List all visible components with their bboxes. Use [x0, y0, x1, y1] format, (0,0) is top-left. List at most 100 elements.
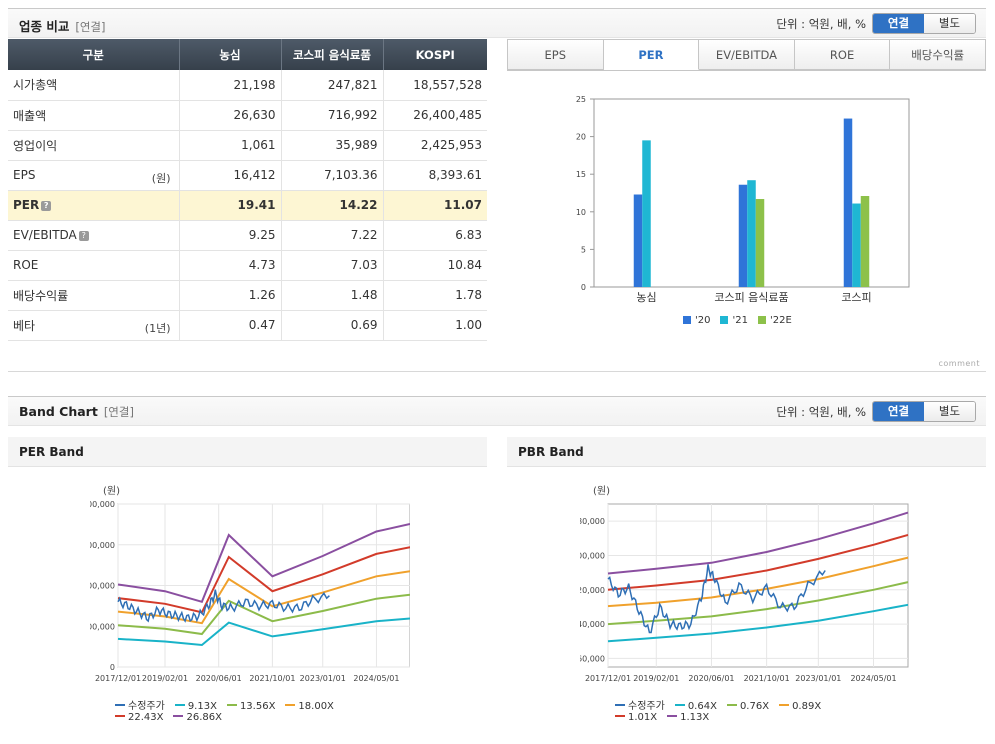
- separate-button[interactable]: 별도: [924, 14, 975, 33]
- row-label: EV/EBITDA?: [8, 220, 180, 251]
- legend-item[interactable]: 수정주가: [115, 697, 165, 712]
- x-tick-label: 2023/01/01: [795, 674, 841, 683]
- per-bar-chart: 0 5 10 15 20 25 농심 코스피 음식료품 코스피: [576, 95, 910, 304]
- legend-item[interactable]: 1.13X: [667, 712, 709, 723]
- cell-value: 35,989: [281, 130, 384, 161]
- y-tick-label: 200,000: [90, 622, 115, 631]
- per-band-title: PER Band: [8, 437, 487, 467]
- row-label: 영업이익: [8, 130, 180, 161]
- legend-line: [115, 715, 125, 717]
- row-eps: EPS (원) 16,412 7,103.36 8,393.61: [8, 160, 487, 191]
- x-tick-label: 2019/02/01: [142, 674, 188, 683]
- legend-item[interactable]: 1.01X: [615, 712, 657, 723]
- x-tick-label: 2024/05/01: [850, 674, 896, 683]
- industry-compare-table: 구분 농심 코스피 음식료품 KOSPI 시가총액 21,198 247,821 18…: [8, 39, 487, 341]
- help-icon[interactable]: ?: [41, 201, 52, 211]
- row-market-cap: 시가총액 21,198 247,821 18,557,528: [8, 70, 487, 101]
- cell-value: 9.25: [179, 220, 282, 251]
- legend-item[interactable]: 9.13X: [174, 701, 217, 712]
- legend-item[interactable]: 수정주가: [615, 697, 665, 712]
- row-label: 매출액: [8, 100, 180, 131]
- x-tick-label: 2019/02/01: [633, 674, 679, 683]
- row-label-text: ROE: [13, 258, 39, 272]
- y-tick-label: 400,000: [90, 582, 115, 591]
- band-chart-header: Band Chart [연결] 단위 : 억원, 배, % 연결 별도: [8, 396, 986, 426]
- series-line: [117, 546, 410, 614]
- y-tick-label: 160,000: [580, 654, 605, 663]
- y-tick-label: 15: [576, 170, 586, 179]
- band-consolidated-tag: [연결]: [103, 405, 134, 419]
- cell-value: 7.22: [281, 220, 384, 251]
- y-tick-label: 25: [576, 95, 586, 104]
- bar-chart-legend: '20 '21 '22E: [683, 315, 802, 326]
- consolidated-tag: [연결]: [75, 20, 106, 34]
- unit-note: (원): [151, 171, 171, 185]
- legend-label: 18.00X: [298, 701, 334, 712]
- unit-note: (1년): [144, 321, 171, 335]
- x-tick-label: 2020/06/01: [688, 674, 734, 683]
- cell-value: 26,400,485: [383, 100, 487, 131]
- cell-value: 1.48: [281, 280, 384, 311]
- legend-item[interactable]: 0.64X: [674, 701, 717, 712]
- series-line: [607, 533, 909, 591]
- legend-label: 9.13X: [187, 701, 217, 712]
- y-tick-label: 0: [110, 663, 115, 672]
- legend-line: [674, 704, 685, 706]
- tab-roe[interactable]: ROE: [794, 39, 891, 70]
- row-label-text: 베타: [13, 318, 36, 333]
- band-consolidated-toggle: 연결 별도: [872, 401, 976, 422]
- consolidated-button[interactable]: 연결: [873, 14, 924, 33]
- comment-toggle[interactable]: comment: [938, 359, 980, 368]
- bar: [747, 180, 756, 287]
- legend-line: [667, 715, 678, 717]
- legend-item[interactable]: 26.86X: [173, 712, 222, 723]
- cell-value: 1.26: [179, 280, 282, 311]
- tab-ev-ebitda[interactable]: EV/EBITDA: [699, 39, 795, 70]
- legend-line: [174, 704, 185, 706]
- y-unit-label: (원): [103, 485, 120, 497]
- legend-item[interactable]: 22.43X: [115, 712, 163, 723]
- tab-dividend-yield[interactable]: 배당수익률: [890, 39, 986, 70]
- cell-value: 1.78: [383, 280, 487, 311]
- legend-item[interactable]: 13.56X: [226, 701, 275, 712]
- cell-value: 19.41: [179, 190, 282, 221]
- row-label-text: 영업이익: [13, 138, 58, 153]
- legend-line: [115, 704, 125, 706]
- series-line: [117, 523, 410, 604]
- pbr-band-legend: 수정주가 0.64X 0.76X 0.89X 1.01X 1.13X: [615, 697, 915, 723]
- bar: [642, 140, 651, 287]
- legend-label: 0.89X: [792, 701, 822, 712]
- cell-value: 6.83: [383, 220, 487, 251]
- legend-line: [285, 704, 296, 706]
- legend-item[interactable]: 18.00X: [285, 701, 334, 712]
- series-line: [607, 581, 909, 626]
- x-tick-label: 2020/06/01: [196, 674, 242, 683]
- legend-label: 0.76X: [739, 701, 770, 712]
- row-operating-profit: 영업이익 1,061 35,989 2,425,953: [8, 130, 487, 161]
- tab-per[interactable]: PER: [603, 39, 700, 70]
- row-label-text: EV/EBITDA: [13, 228, 77, 242]
- legend-item[interactable]: 0.76X: [726, 701, 770, 712]
- band-consolidated-button[interactable]: 연결: [873, 402, 924, 421]
- bar: [860, 196, 870, 287]
- y-tick-label: 400,000: [580, 551, 605, 560]
- tab-eps[interactable]: EPS: [507, 39, 604, 70]
- industry-compare-header: 업종 비교 [연결] 단위 : 억원, 배, % 연결 별도: [8, 8, 986, 38]
- legend-swatch: [683, 316, 691, 324]
- series-line: [117, 589, 330, 623]
- comment-bar: comment: [8, 357, 986, 372]
- band-separate-button[interactable]: 별도: [924, 402, 975, 421]
- col-header-category: 구분: [8, 39, 180, 70]
- y-tick-label: 600,000: [90, 541, 115, 550]
- x-tick-label: 2024/05/01: [353, 674, 399, 683]
- row-beta: 베타 (1년) 0.47 0.69 1.00: [8, 310, 487, 341]
- help-icon[interactable]: ?: [78, 231, 89, 241]
- y-tick-label: 480,000: [580, 517, 605, 526]
- legend-item[interactable]: 0.89X: [779, 701, 821, 712]
- cell-value: 14.22: [281, 190, 384, 221]
- cell-value: 16,412: [179, 160, 282, 191]
- cell-value: 7,103.36: [281, 160, 384, 191]
- legend-label: 수정주가: [128, 701, 165, 712]
- bar: [633, 194, 643, 287]
- series-line: [607, 556, 909, 608]
